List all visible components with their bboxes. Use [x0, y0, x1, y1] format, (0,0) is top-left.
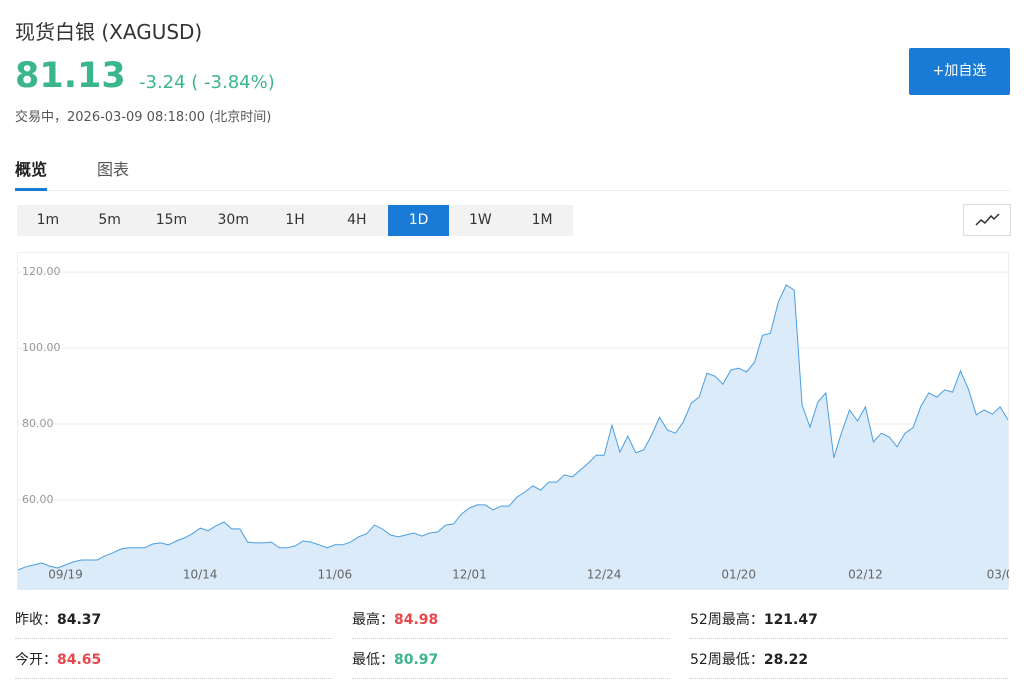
- interval-button[interactable]: 4H: [347, 212, 367, 228]
- stat-label: 最高：: [352, 612, 394, 628]
- x-tick-label: 03/0: [987, 568, 1009, 582]
- price-change: -3.24 ( -3.84%): [139, 72, 275, 93]
- x-tick-label: 12/01: [452, 568, 487, 582]
- area: [18, 285, 1008, 590]
- stat-value: 84.65: [57, 652, 102, 668]
- interval-button[interactable]: 1W: [468, 212, 492, 228]
- chart-type-button[interactable]: [963, 204, 1011, 236]
- x-tick-label: 01/20: [721, 568, 756, 582]
- stat-label: 最低：: [352, 652, 394, 668]
- stat-label: 52周最低：: [690, 652, 764, 668]
- chart: 40.0060.0080.00100.00120.0009/1910/1411/…: [17, 252, 1009, 590]
- y-tick-label: 100.00: [22, 341, 61, 354]
- stat-label: 昨收：: [15, 612, 57, 628]
- title: 现货白银 (XAGUSD): [15, 20, 203, 44]
- interval-button[interactable]: 15m: [155, 212, 188, 228]
- interval-bar: 1m 5m 15m 30m 1H 4H 1D 1W 1M: [17, 205, 573, 236]
- x-tick-label: 02/12: [848, 568, 883, 582]
- stat: 52周最低：28.22: [690, 649, 1008, 679]
- tab[interactable]: 概览: [15, 156, 48, 191]
- y-tick-label: 120.00: [22, 265, 61, 278]
- interval-button[interactable]: 1D: [387, 205, 450, 236]
- line: [17, 284, 1009, 571]
- x-tick-label: 11/06: [318, 568, 353, 582]
- x-tick-label: 10/14: [183, 568, 218, 582]
- stat: 最低：80.97: [352, 649, 670, 679]
- stat-value: 28.22: [763, 652, 809, 668]
- stat-value: 84.98: [394, 612, 439, 628]
- interval-button[interactable]: 1M: [531, 212, 553, 228]
- tab[interactable]: 图表: [97, 160, 130, 179]
- stat-value: 80.97: [394, 652, 439, 668]
- y-tick-label: 80.00: [22, 417, 54, 430]
- y-tick-label: 60.00: [22, 493, 54, 506]
- interval-button[interactable]: 1m: [36, 212, 60, 228]
- stat-value: 121.47: [763, 612, 818, 628]
- trade-status: 交易中，2026-03-09 08:18:00 (北京时间): [15, 110, 272, 125]
- stat-value: 84.37: [57, 612, 102, 628]
- stat-label: 52周最高：: [690, 612, 764, 628]
- chart-type-icon: [975, 213, 1000, 226]
- interval-button[interactable]: 5m: [98, 212, 121, 228]
- stat: 最高：84.98: [352, 609, 670, 639]
- divider: [15, 190, 1010, 191]
- stat-label: 今开：: [15, 652, 57, 668]
- x-tick-label: 09/19: [48, 568, 83, 582]
- interval-button[interactable]: 1H: [285, 212, 305, 228]
- x-tick-label: 12/24: [587, 568, 622, 582]
- stat: 今开：84.65: [15, 649, 333, 679]
- stat: 52周最高：121.47: [690, 609, 1008, 639]
- stat: 昨收：84.37: [15, 609, 333, 639]
- price: 81.13: [15, 56, 126, 96]
- add-watchlist-button[interactable]: +加自选: [909, 48, 1010, 95]
- interval-button[interactable]: 30m: [217, 212, 249, 228]
